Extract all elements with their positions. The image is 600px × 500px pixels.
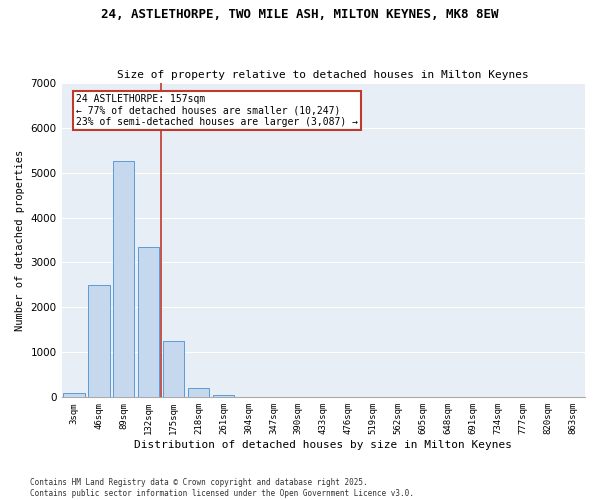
Bar <box>163 341 184 398</box>
Bar <box>138 246 160 398</box>
Bar <box>188 388 209 398</box>
Title: Size of property relative to detached houses in Milton Keynes: Size of property relative to detached ho… <box>118 70 529 81</box>
Text: Contains HM Land Registry data © Crown copyright and database right 2025.
Contai: Contains HM Land Registry data © Crown c… <box>30 478 414 498</box>
Y-axis label: Number of detached properties: Number of detached properties <box>15 150 25 330</box>
Text: 24 ASTLETHORPE: 157sqm
← 77% of detached houses are smaller (10,247)
23% of semi: 24 ASTLETHORPE: 157sqm ← 77% of detached… <box>76 94 358 127</box>
Bar <box>88 285 110 398</box>
Bar <box>213 395 234 398</box>
Bar <box>113 162 134 398</box>
Bar <box>64 393 85 398</box>
X-axis label: Distribution of detached houses by size in Milton Keynes: Distribution of detached houses by size … <box>134 440 512 450</box>
Text: 24, ASTLETHORPE, TWO MILE ASH, MILTON KEYNES, MK8 8EW: 24, ASTLETHORPE, TWO MILE ASH, MILTON KE… <box>101 8 499 20</box>
